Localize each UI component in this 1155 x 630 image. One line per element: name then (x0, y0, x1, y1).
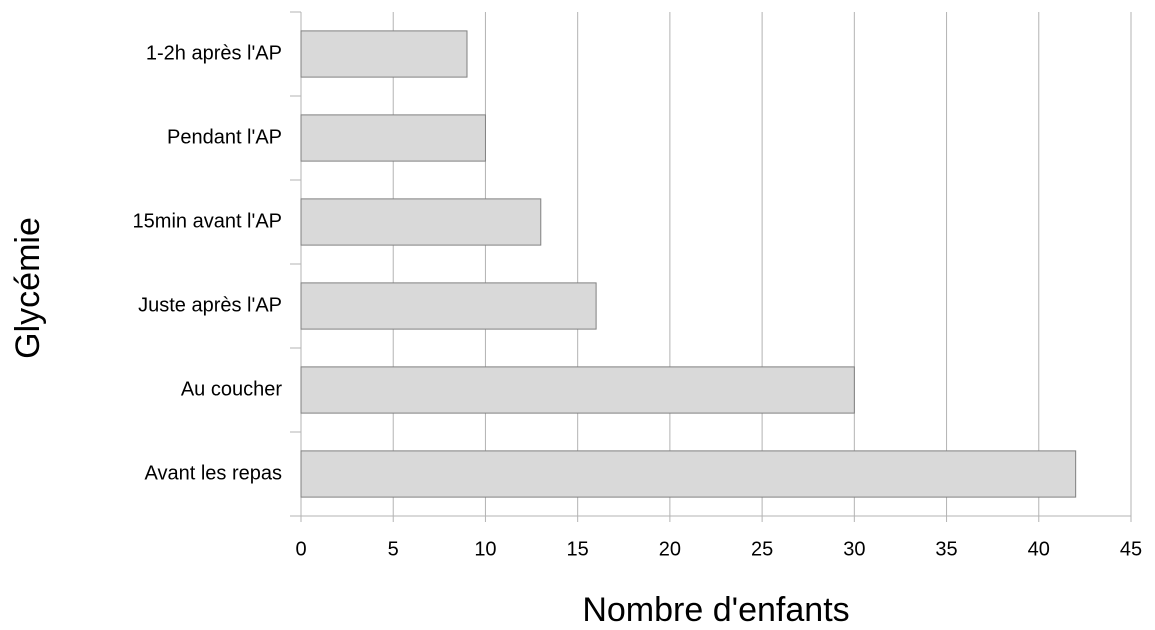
x-tick-label: 10 (474, 538, 496, 560)
y-tick-label: Pendant l'AP (167, 126, 282, 148)
x-axis-label: Nombre d'enfants (582, 591, 849, 629)
x-tick-label: 35 (935, 538, 957, 560)
bar (300, 198, 542, 246)
y-tick-label: Au coucher (181, 378, 283, 400)
x-tick-label: 25 (751, 538, 773, 560)
bar (300, 30, 468, 78)
x-tick-label: 45 (1120, 538, 1142, 560)
bar (300, 366, 855, 414)
bar (300, 114, 486, 162)
y-tick-label: 15min avant l'AP (133, 210, 282, 232)
y-tick-label: 1-2h après l'AP (146, 42, 282, 64)
bar (300, 450, 1077, 498)
x-tick-label: 15 (567, 538, 589, 560)
x-tick-label: 40 (1028, 538, 1050, 560)
y-tick-label: Avant les repas (145, 462, 283, 484)
bar (300, 282, 597, 330)
x-tick-label: 0 (295, 538, 306, 560)
x-tick-label: 20 (659, 538, 681, 560)
x-tick-label: 30 (843, 538, 865, 560)
x-tick-label: 5 (388, 538, 399, 560)
y-tick-label: Juste après l'AP (138, 294, 282, 316)
y-axis-label: Glycémie (9, 217, 47, 359)
